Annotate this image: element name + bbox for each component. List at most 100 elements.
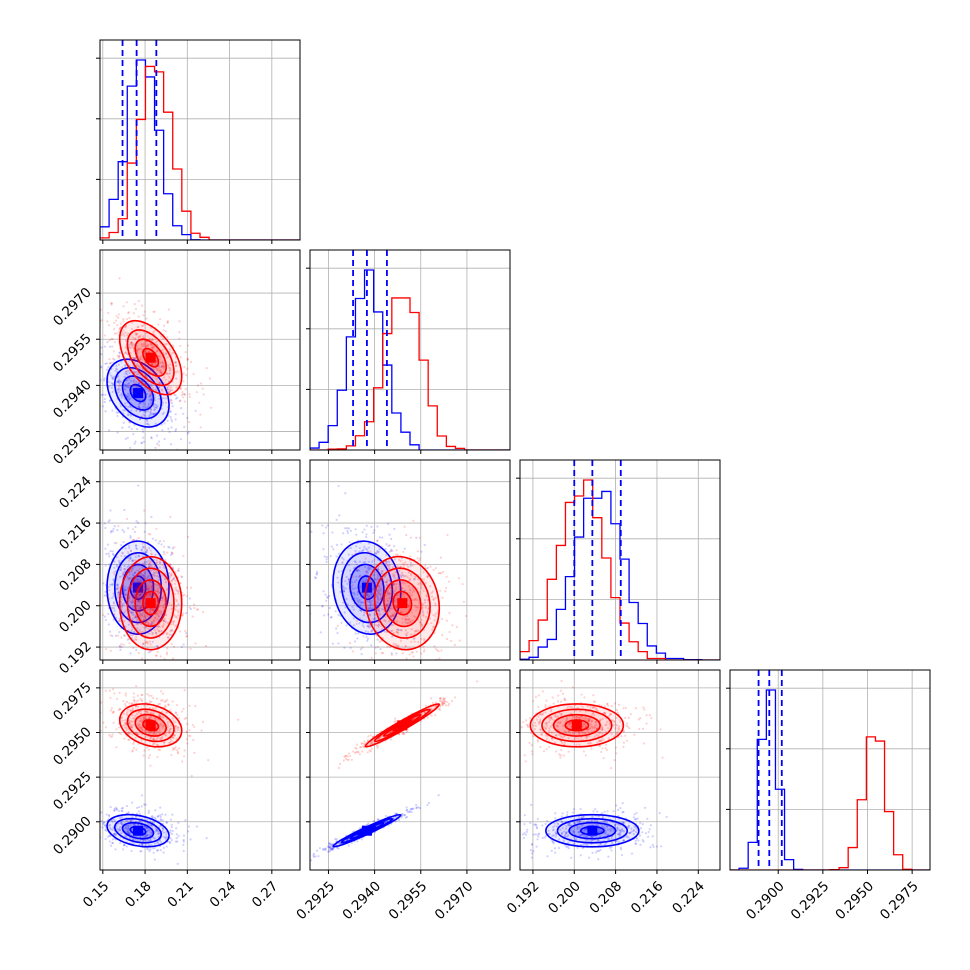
scatter-point [140,304,144,307]
scatter-point [162,550,165,554]
scatter-point [360,601,363,604]
scatter-point [158,539,162,543]
scatter-point [360,550,363,553]
scatter-point [129,631,132,635]
scatter-point [122,332,125,335]
scatter-point [130,819,133,822]
scatter-point [188,606,191,609]
scatter-point [122,412,125,415]
scatter-point [130,570,133,573]
scatter-point [198,401,201,404]
scatter-point [141,728,144,731]
scatter-point [171,717,174,720]
scatter-point [348,563,351,567]
scatter-point [141,719,144,722]
scatter-point [135,547,138,551]
scatter-point [362,548,365,551]
scatter-point [353,640,357,643]
scatter-point [132,611,135,614]
scatter-point [325,558,328,561]
scatter-point [95,621,97,623]
scatter-point [132,367,135,370]
scatter-point [117,708,120,711]
scatter-point [133,357,136,360]
y-tick-label: 0.2955 [50,331,95,376]
scatter-point [155,590,159,593]
scatter-point [124,704,127,708]
scatter-point [370,525,373,528]
scatter-point [147,405,150,408]
scatter-point [103,824,107,827]
scatter-point [143,803,146,806]
scatter-point [354,549,357,553]
scatter-point [168,840,171,844]
scatter-point [160,364,164,368]
scatter-point [162,716,165,720]
y-tick-label: 0.200 [56,597,95,636]
scatter-point [156,561,159,564]
scatter-point [154,716,157,720]
scatter-point [156,815,160,818]
scatter-point [156,590,160,593]
scatter-point [403,674,405,676]
scatter-point [158,444,161,447]
scatter-point [154,631,158,635]
scatter-point [411,593,414,596]
scatter-point [170,426,173,429]
scatter-point [183,755,186,758]
scatter-point [147,389,150,392]
scatter-point [336,581,340,584]
scatter-point [111,550,114,553]
scatter-point [170,352,173,355]
scatter-point [409,574,413,577]
scatter-point [103,615,107,618]
scatter-point [95,815,97,817]
scatter-point [129,819,132,822]
scatter-point [431,673,433,675]
scatter-point [159,381,162,385]
scatter-point [377,550,380,553]
scatter-point [124,325,127,328]
scatter-point [355,533,358,536]
scatter-point [147,833,150,837]
scatter-point [163,553,166,556]
scatter-point [118,828,122,832]
scatter-point [384,547,387,551]
scatter-point [159,655,162,658]
scatter-point [385,604,388,607]
scatter-point [165,565,168,569]
scatter-point [102,821,105,824]
scatter-point [391,614,394,617]
scatter-point [208,377,211,380]
scatter-point [126,575,129,578]
scatter-point [433,645,436,648]
scatter-point [329,554,332,558]
scatter-point [127,827,130,831]
scatter-point [158,355,162,358]
scatter-point [107,380,110,383]
scatter-point [110,381,113,385]
scatter-point [164,733,167,736]
scatter-point [353,593,356,596]
scatter-point [367,564,371,567]
scatter-point [161,598,164,602]
scatter-point [161,826,164,830]
scatter-point [146,549,149,552]
scatter-point [374,563,378,566]
scatter-point [128,577,131,581]
scatter-point [149,834,152,837]
scatter-point [174,397,178,400]
scatter-point [120,643,123,646]
scatter-point [154,422,157,425]
scatter-point [148,593,151,597]
scatter-point [134,587,137,590]
scatter-point [352,567,356,570]
scatter-point [336,631,339,635]
scatter-point [376,539,379,542]
scatter-point [131,733,134,736]
scatter-point [177,603,180,606]
scatter-point [124,825,128,828]
x-tick-label: 0.27 [249,878,282,911]
scatter-point [126,369,130,372]
scatter-point [143,749,146,752]
